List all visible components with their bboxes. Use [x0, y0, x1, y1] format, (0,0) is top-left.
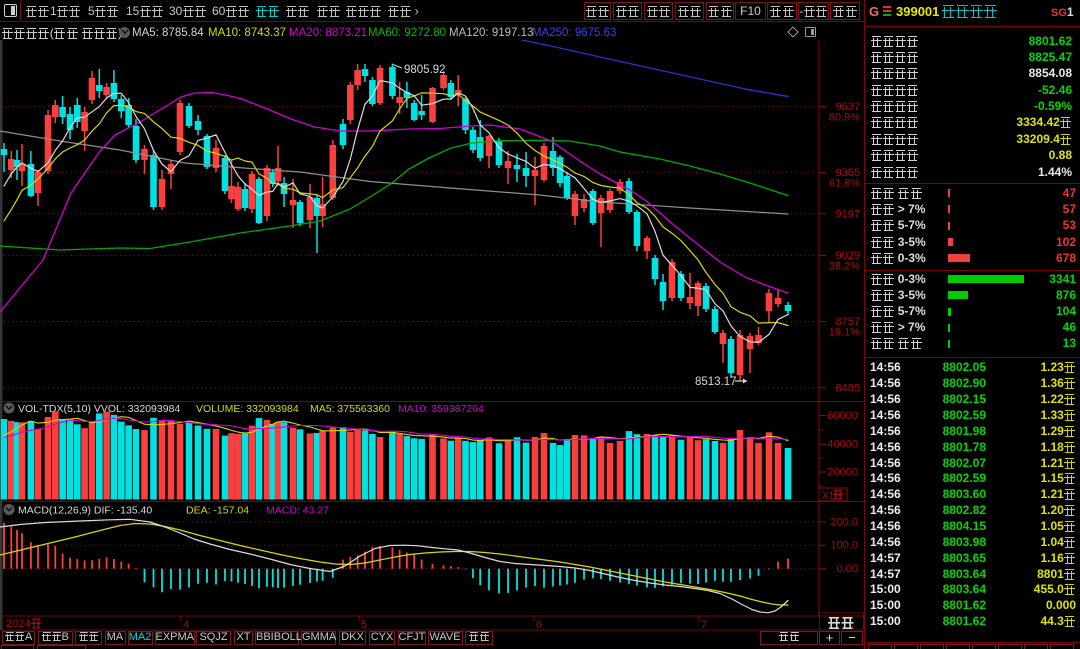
svg-text:80.9%: 80.9% [829, 112, 860, 124]
svg-text:9365: 9365 [836, 167, 860, 179]
svg-text:MACD: 43.27: MACD: 43.27 [266, 505, 329, 517]
svg-text:100.0: 100.0 [830, 540, 858, 552]
svg-text:60000: 60000 [827, 410, 858, 422]
svg-text:4: 4 [183, 619, 189, 631]
svg-text:38.2%: 38.2% [829, 260, 860, 272]
svg-text:MA5: 375563360: MA5: 375563360 [310, 403, 390, 415]
svg-text:9197: 9197 [836, 208, 860, 220]
svg-text:19.1%: 19.1% [829, 327, 860, 339]
svg-text:61.8%: 61.8% [829, 177, 860, 189]
svg-text:5: 5 [361, 619, 367, 631]
svg-text:2024: 2024 [6, 618, 30, 630]
svg-text:9029: 9029 [836, 250, 860, 262]
svg-text:8513.17: 8513.17 [695, 376, 737, 388]
svg-text:8757: 8757 [836, 316, 860, 328]
svg-text:DEA: -157.04: DEA: -157.04 [186, 505, 249, 517]
svg-text:9637: 9637 [836, 101, 860, 113]
svg-text:0.00: 0.00 [837, 563, 858, 575]
svg-text:6: 6 [536, 619, 542, 631]
svg-text:VOLUME: 332093984: VOLUME: 332093984 [196, 403, 299, 415]
svg-text:200.0: 200.0 [830, 516, 858, 528]
svg-text:MACD(12,26,9) DIF: -135.40: MACD(12,26,9) DIF: -135.40 [18, 505, 152, 517]
svg-text:MA10: 359387264: MA10: 359387264 [398, 403, 484, 415]
svg-text:8485: 8485 [836, 382, 860, 394]
svg-text:X1: X1 [822, 491, 835, 502]
svg-text:20000: 20000 [827, 467, 858, 479]
svg-text:VOL-TDX(5,10) VVOL: 332093984: VOL-TDX(5,10) VVOL: 332093984 [18, 403, 180, 415]
svg-text:40000: 40000 [827, 439, 858, 451]
svg-text:7: 7 [701, 619, 707, 631]
svg-text:9805.92: 9805.92 [404, 64, 446, 76]
